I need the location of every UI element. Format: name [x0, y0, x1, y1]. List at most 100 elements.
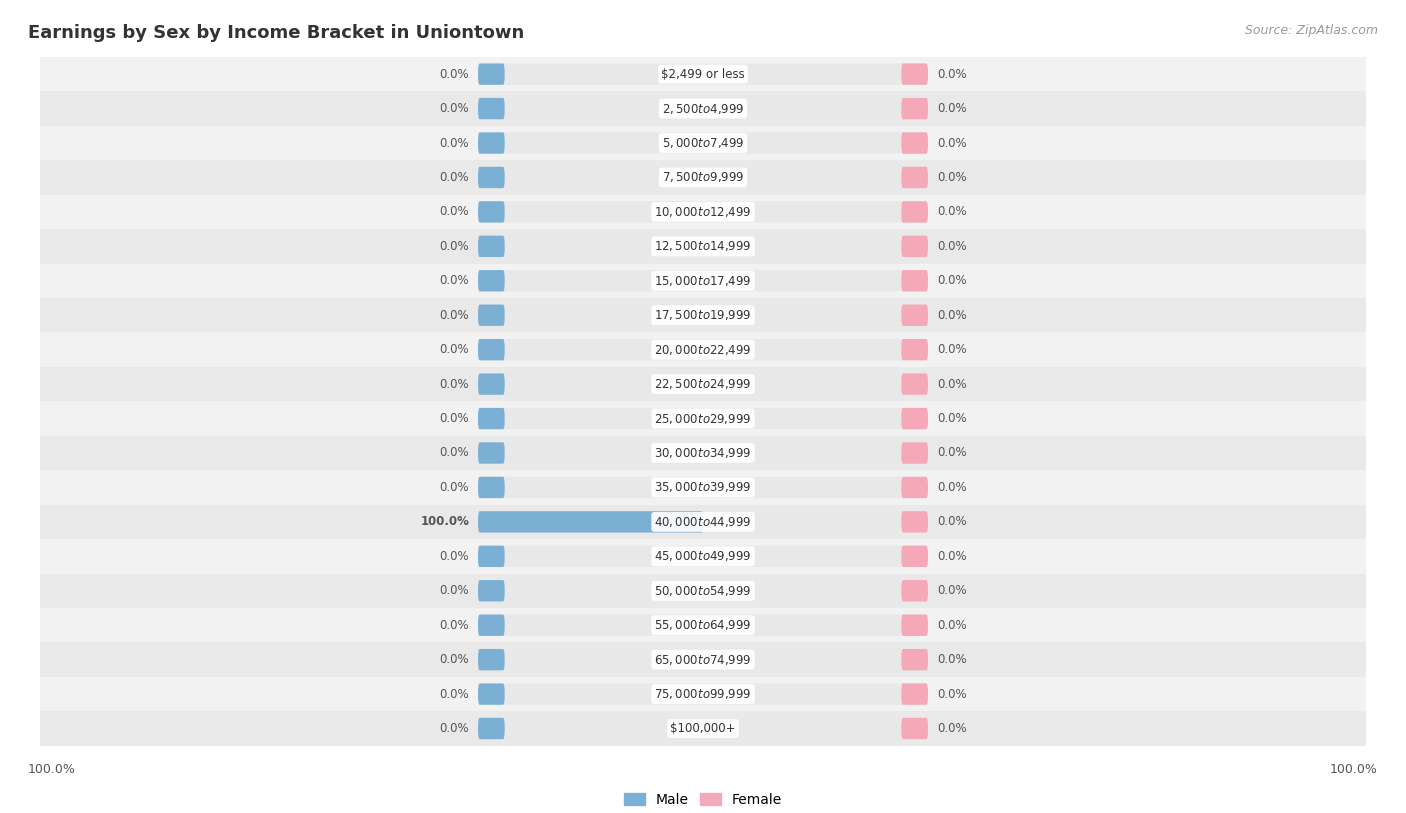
Bar — [39, 642, 1367, 677]
Text: 100.0%: 100.0% — [420, 515, 470, 528]
FancyBboxPatch shape — [478, 98, 928, 120]
Bar — [39, 677, 1367, 711]
Text: 0.0%: 0.0% — [936, 137, 966, 150]
Bar — [39, 333, 1367, 367]
Text: 0.0%: 0.0% — [440, 171, 470, 184]
Text: $100,000+: $100,000+ — [671, 722, 735, 735]
Bar — [39, 263, 1367, 298]
Text: $65,000 to $74,999: $65,000 to $74,999 — [654, 653, 752, 667]
Bar — [39, 436, 1367, 470]
Text: $15,000 to $17,499: $15,000 to $17,499 — [654, 274, 752, 288]
FancyBboxPatch shape — [478, 615, 505, 636]
FancyBboxPatch shape — [901, 511, 928, 533]
Text: 0.0%: 0.0% — [936, 412, 966, 425]
FancyBboxPatch shape — [901, 476, 928, 498]
Text: $40,000 to $44,999: $40,000 to $44,999 — [654, 515, 752, 529]
FancyBboxPatch shape — [478, 546, 505, 567]
Text: 0.0%: 0.0% — [440, 377, 470, 390]
FancyBboxPatch shape — [901, 339, 928, 360]
Text: $17,500 to $19,999: $17,500 to $19,999 — [654, 308, 752, 322]
FancyBboxPatch shape — [478, 649, 505, 671]
Bar — [39, 573, 1367, 608]
FancyBboxPatch shape — [901, 408, 928, 429]
Text: 0.0%: 0.0% — [440, 343, 470, 356]
Text: $30,000 to $34,999: $30,000 to $34,999 — [654, 446, 752, 460]
FancyBboxPatch shape — [901, 63, 928, 85]
FancyBboxPatch shape — [478, 270, 505, 292]
Text: 0.0%: 0.0% — [936, 619, 966, 632]
Text: 100.0%: 100.0% — [1330, 763, 1378, 776]
Text: 0.0%: 0.0% — [936, 240, 966, 253]
Text: 0.0%: 0.0% — [440, 274, 470, 287]
FancyBboxPatch shape — [901, 133, 928, 154]
FancyBboxPatch shape — [478, 546, 928, 567]
FancyBboxPatch shape — [478, 339, 928, 360]
FancyBboxPatch shape — [478, 339, 505, 360]
Text: 0.0%: 0.0% — [440, 309, 470, 322]
FancyBboxPatch shape — [478, 373, 505, 395]
Text: $25,000 to $29,999: $25,000 to $29,999 — [654, 411, 752, 425]
Text: 0.0%: 0.0% — [936, 446, 966, 459]
Text: $45,000 to $49,999: $45,000 to $49,999 — [654, 550, 752, 563]
FancyBboxPatch shape — [478, 580, 928, 602]
FancyBboxPatch shape — [901, 202, 928, 223]
FancyBboxPatch shape — [478, 615, 928, 636]
Text: 100.0%: 100.0% — [28, 763, 76, 776]
FancyBboxPatch shape — [478, 202, 928, 223]
Text: $7,500 to $9,999: $7,500 to $9,999 — [662, 171, 744, 185]
Text: $35,000 to $39,999: $35,000 to $39,999 — [654, 480, 752, 494]
FancyBboxPatch shape — [901, 167, 928, 188]
Text: 0.0%: 0.0% — [936, 206, 966, 219]
Bar — [39, 402, 1367, 436]
FancyBboxPatch shape — [478, 305, 505, 326]
FancyBboxPatch shape — [478, 442, 928, 463]
Bar — [39, 126, 1367, 160]
Text: 0.0%: 0.0% — [440, 722, 470, 735]
Text: 0.0%: 0.0% — [440, 102, 470, 115]
FancyBboxPatch shape — [901, 270, 928, 292]
FancyBboxPatch shape — [478, 373, 928, 395]
FancyBboxPatch shape — [478, 408, 928, 429]
Text: 0.0%: 0.0% — [936, 377, 966, 390]
Text: 0.0%: 0.0% — [936, 309, 966, 322]
Text: 0.0%: 0.0% — [936, 550, 966, 563]
Text: $12,500 to $14,999: $12,500 to $14,999 — [654, 239, 752, 254]
Text: 0.0%: 0.0% — [936, 585, 966, 598]
Text: Earnings by Sex by Income Bracket in Uniontown: Earnings by Sex by Income Bracket in Uni… — [28, 24, 524, 42]
FancyBboxPatch shape — [478, 684, 505, 705]
Text: 0.0%: 0.0% — [440, 585, 470, 598]
FancyBboxPatch shape — [478, 236, 505, 257]
Text: 0.0%: 0.0% — [936, 67, 966, 80]
Text: 0.0%: 0.0% — [936, 688, 966, 701]
Text: 0.0%: 0.0% — [440, 206, 470, 219]
Text: 0.0%: 0.0% — [936, 274, 966, 287]
FancyBboxPatch shape — [901, 373, 928, 395]
Text: 0.0%: 0.0% — [440, 137, 470, 150]
Text: $55,000 to $64,999: $55,000 to $64,999 — [654, 618, 752, 633]
Bar — [39, 91, 1367, 126]
FancyBboxPatch shape — [478, 476, 505, 498]
Bar — [39, 539, 1367, 573]
Text: 0.0%: 0.0% — [936, 481, 966, 494]
Text: 0.0%: 0.0% — [440, 688, 470, 701]
Text: 0.0%: 0.0% — [936, 515, 966, 528]
FancyBboxPatch shape — [901, 615, 928, 636]
FancyBboxPatch shape — [478, 718, 505, 739]
Text: Source: ZipAtlas.com: Source: ZipAtlas.com — [1244, 24, 1378, 37]
FancyBboxPatch shape — [478, 684, 928, 705]
FancyBboxPatch shape — [478, 167, 928, 188]
Text: $5,000 to $7,499: $5,000 to $7,499 — [662, 136, 744, 150]
FancyBboxPatch shape — [901, 98, 928, 120]
FancyBboxPatch shape — [901, 546, 928, 567]
Text: $2,500 to $4,999: $2,500 to $4,999 — [662, 102, 744, 115]
Bar — [39, 298, 1367, 333]
FancyBboxPatch shape — [478, 133, 928, 154]
Text: $2,499 or less: $2,499 or less — [661, 67, 745, 80]
FancyBboxPatch shape — [478, 305, 928, 326]
Bar — [39, 608, 1367, 642]
Text: 0.0%: 0.0% — [440, 619, 470, 632]
Text: 0.0%: 0.0% — [440, 240, 470, 253]
FancyBboxPatch shape — [901, 236, 928, 257]
FancyBboxPatch shape — [478, 236, 928, 257]
FancyBboxPatch shape — [478, 270, 928, 292]
